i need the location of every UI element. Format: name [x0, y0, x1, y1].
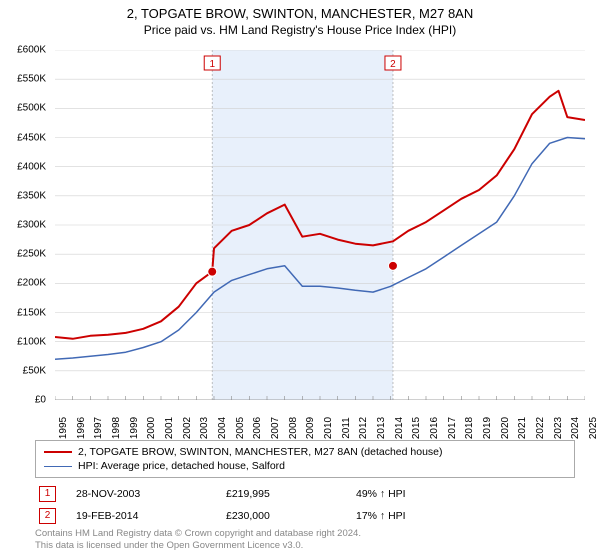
- plot-area: 12: [55, 50, 585, 400]
- x-tick-label: 2010: [323, 417, 334, 439]
- copyright-line-2: This data is licensed under the Open Gov…: [35, 540, 361, 552]
- x-tick-label: 2007: [270, 417, 281, 439]
- x-tick-label: 2025: [588, 417, 599, 439]
- x-tick-label: 2022: [535, 417, 546, 439]
- copyright-line-1: Contains HM Land Registry data © Crown c…: [35, 528, 361, 540]
- sale-price: £230,000: [226, 510, 356, 522]
- sale-price: £219,995: [226, 488, 356, 500]
- y-tick-label: £300K: [17, 220, 46, 231]
- x-tick-label: 2020: [500, 417, 511, 439]
- chart-svg: 12: [55, 50, 585, 400]
- x-tick-label: 2018: [464, 417, 475, 439]
- y-tick-label: £100K: [17, 336, 46, 347]
- x-tick-label: 2001: [164, 417, 175, 439]
- x-tick-label: 2005: [235, 417, 246, 439]
- x-tick-label: 1995: [58, 417, 69, 439]
- sale-marker: 2: [39, 508, 56, 524]
- x-tick-label: 2014: [394, 417, 405, 439]
- y-axis: £0£50K£100K£150K£200K£250K£300K£350K£400…: [0, 50, 50, 400]
- y-tick-label: £50K: [23, 365, 46, 376]
- copyright-notice: Contains HM Land Registry data © Crown c…: [35, 528, 361, 552]
- svg-text:2: 2: [390, 59, 396, 70]
- x-tick-label: 1998: [111, 417, 122, 439]
- x-axis: 1995 1996 1997 1998 1999 2000 2001 2002 2003 2004…: [55, 402, 585, 442]
- x-tick-label: 2012: [358, 417, 369, 439]
- x-tick-label: 2019: [482, 417, 493, 439]
- y-tick-label: £350K: [17, 190, 46, 201]
- x-tick-label: 2004: [217, 417, 228, 439]
- x-tick-label: 2015: [411, 417, 422, 439]
- legend-item: HPI: Average price, detached house, Salf…: [44, 459, 566, 473]
- sale-row: 1 28-NOV-2003£219,99549% ↑ HPI: [35, 483, 575, 505]
- sale-vs-hpi: 49% ↑ HPI: [356, 488, 496, 500]
- x-tick-label: 2017: [447, 417, 458, 439]
- y-tick-label: £0: [35, 395, 46, 406]
- y-tick-label: £250K: [17, 249, 46, 260]
- sale-vs-hpi: 17% ↑ HPI: [356, 510, 496, 522]
- x-tick-label: 1999: [129, 417, 140, 439]
- x-tick-label: 2024: [570, 417, 581, 439]
- sale-row: 2 19-FEB-2014£230,00017% ↑ HPI: [35, 505, 575, 527]
- legend-swatch: [44, 451, 72, 453]
- y-tick-label: £600K: [17, 45, 46, 56]
- legend-swatch: [44, 466, 72, 467]
- sale-date: 28-NOV-2003: [76, 488, 226, 500]
- sales-table: 1 28-NOV-2003£219,99549% ↑ HPI 2 19-FEB-201…: [35, 483, 575, 527]
- x-tick-label: 2003: [199, 417, 210, 439]
- y-tick-label: £150K: [17, 307, 46, 318]
- legend-label: 2, TOPGATE BROW, SWINTON, MANCHESTER, M2…: [78, 446, 443, 458]
- svg-text:1: 1: [209, 59, 215, 70]
- y-tick-label: £550K: [17, 74, 46, 85]
- x-tick-label: 2016: [429, 417, 440, 439]
- x-tick-label: 2013: [376, 417, 387, 439]
- legend-item: 2, TOPGATE BROW, SWINTON, MANCHESTER, M2…: [44, 445, 566, 459]
- x-tick-label: 2009: [305, 417, 316, 439]
- x-tick-label: 2021: [517, 417, 528, 439]
- x-tick-label: 2008: [288, 417, 299, 439]
- y-tick-label: £450K: [17, 132, 46, 143]
- x-tick-label: 2023: [553, 417, 564, 439]
- x-tick-label: 2011: [341, 417, 352, 439]
- sale-date: 19-FEB-2014: [76, 510, 226, 522]
- sale-marker: 1: [39, 486, 56, 502]
- legend: 2, TOPGATE BROW, SWINTON, MANCHESTER, M2…: [35, 440, 575, 478]
- chart-title: 2, TOPGATE BROW, SWINTON, MANCHESTER, M2…: [0, 0, 600, 21]
- y-tick-label: £200K: [17, 278, 46, 289]
- x-tick-label: 2000: [146, 417, 157, 439]
- y-tick-label: £500K: [17, 103, 46, 114]
- x-tick-label: 2006: [252, 417, 263, 439]
- x-tick-label: 1996: [76, 417, 87, 439]
- x-tick-label: 2002: [182, 417, 193, 439]
- y-tick-label: £400K: [17, 161, 46, 172]
- legend-label: HPI: Average price, detached house, Salf…: [78, 460, 285, 472]
- x-tick-label: 1997: [93, 417, 104, 439]
- chart-subtitle: Price paid vs. HM Land Registry's House …: [0, 21, 600, 41]
